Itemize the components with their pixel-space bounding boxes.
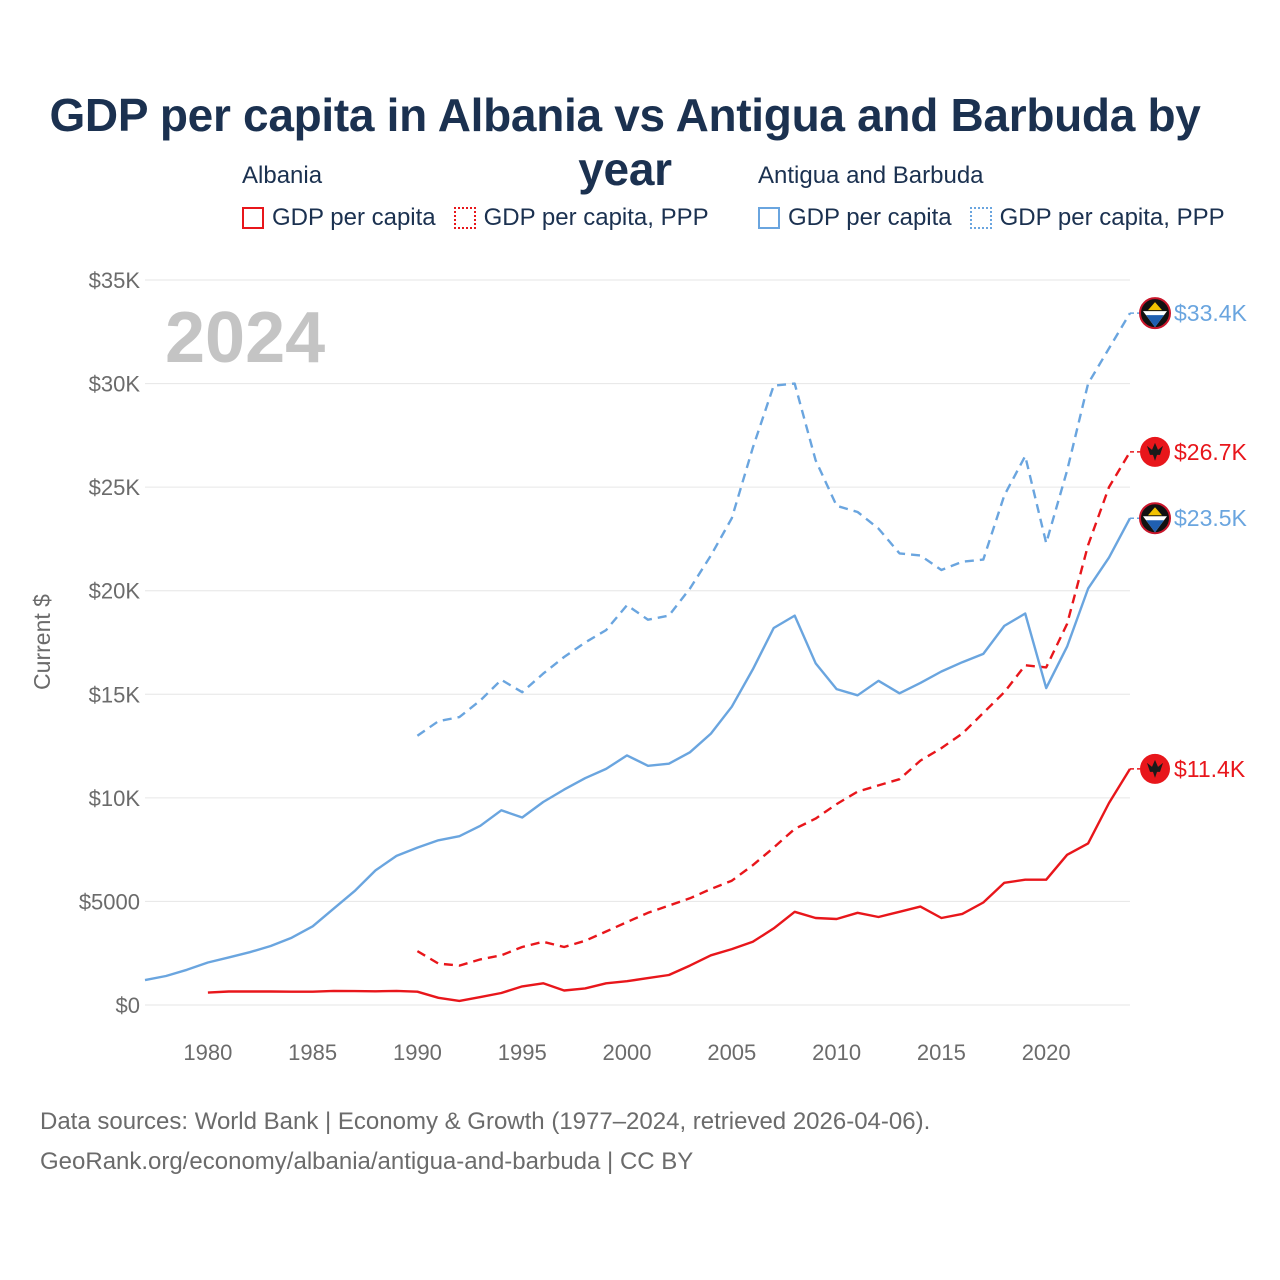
- legend-swatch-solid: [758, 207, 780, 229]
- x-tick-label: 1990: [393, 1040, 442, 1065]
- legend-label: GDP per capita: [272, 204, 436, 231]
- legend-item-antigua-gdp[interactable]: GDP per capita: [758, 204, 952, 232]
- y-tick-label: $0: [116, 993, 140, 1018]
- flag-chevron-icon: [1146, 520, 1164, 533]
- series-line: [144, 517, 1132, 982]
- end-value-label: $26.7K: [1174, 439, 1248, 465]
- legend-swatch-solid: [242, 207, 264, 229]
- legend-group-title: Antigua and Barbuda: [758, 162, 984, 189]
- legend-group-antigua: Antigua and Barbuda GDP per capita GDP p…: [758, 162, 1243, 232]
- legend-swatch-dotted: [453, 207, 476, 229]
- y-tick-label: $15K: [89, 682, 141, 707]
- end-value-label: $23.5K: [1174, 505, 1248, 531]
- y-tick-label: $35K: [89, 268, 141, 293]
- legend-item-albania-gdp-ppp[interactable]: GDP per capita, PPP: [453, 204, 709, 232]
- x-tick-label: 2000: [603, 1040, 652, 1065]
- sun-icon: [1148, 507, 1162, 516]
- flag-chevron-icon: [1146, 315, 1164, 328]
- year-watermark: 2024: [165, 298, 325, 378]
- y-tick-label: $5000: [79, 889, 140, 914]
- legend-label: GDP per capita, PPP: [483, 204, 709, 231]
- x-tick-label: 2010: [812, 1040, 861, 1065]
- footer-link[interactable]: GeoRank.org/economy/albania/antigua-and-…: [40, 1148, 694, 1175]
- chart-title: GDP per capita in Albania vs Antigua and…: [49, 89, 1201, 195]
- sun-icon: [1148, 302, 1162, 311]
- end-value-label: $33.4K: [1174, 300, 1248, 326]
- legend-swatch-dotted: [969, 207, 992, 229]
- y-axis-label: Current $: [29, 594, 55, 690]
- legend-group-albania: Albania GDP per capita GDP per capita, P…: [242, 162, 727, 232]
- legend-label: GDP per capita: [788, 204, 952, 231]
- y-tick-label: $10K: [89, 786, 141, 811]
- x-tick-label: 1995: [498, 1040, 547, 1065]
- legend-item-albania-gdp[interactable]: GDP per capita: [242, 204, 436, 232]
- x-tick-label: 1985: [288, 1040, 337, 1065]
- x-tick-label: 2015: [917, 1040, 966, 1065]
- footer-sources: Data sources: World Bank | Economy & Gro…: [40, 1108, 931, 1135]
- legend-group-title: Albania: [242, 162, 323, 189]
- legend-label: GDP per capita, PPP: [999, 204, 1225, 231]
- y-tick-label: $20K: [89, 579, 141, 604]
- series-line: [207, 768, 1132, 1003]
- x-tick-label: 2020: [1022, 1040, 1071, 1065]
- series-line: [416, 312, 1132, 737]
- x-tick-label: 1980: [183, 1040, 232, 1065]
- end-value-label: $11.4K: [1174, 756, 1246, 782]
- y-tick-label: $30K: [89, 372, 141, 397]
- series-line: [416, 451, 1132, 967]
- eagle-emblem-icon: [1147, 442, 1163, 461]
- legend-item-antigua-gdp-ppp[interactable]: GDP per capita, PPP: [969, 204, 1225, 232]
- x-tick-label: 2005: [707, 1040, 756, 1065]
- eagle-emblem-icon: [1147, 759, 1163, 778]
- y-tick-label: $25K: [89, 475, 141, 500]
